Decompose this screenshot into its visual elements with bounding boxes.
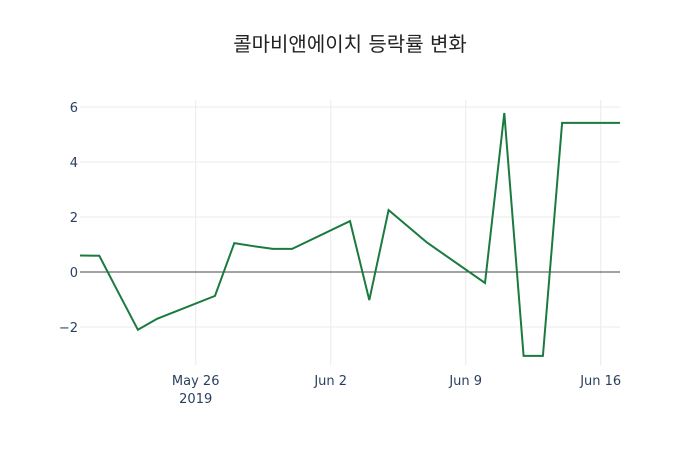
chart-title: 콜마비앤에이치 등락률 변화	[233, 32, 467, 56]
x-axis-ticks: May 26 2019 Jun 2 Jun 9 Jun 16	[172, 374, 621, 407]
gridlines	[80, 100, 620, 365]
x-tick-label: Jun 2	[313, 374, 347, 389]
y-tick-label: 0	[70, 266, 78, 281]
x-tick-label: Jun 9	[448, 374, 482, 389]
x-tick-label: Jun 16	[579, 374, 621, 389]
y-tick-label: 2	[70, 211, 78, 226]
y-axis-ticks: 6 4 2 0 −2	[59, 101, 78, 336]
x-tick-year-label: 2019	[179, 392, 212, 407]
y-tick-label: −2	[59, 321, 78, 336]
y-tick-label: 4	[70, 156, 78, 171]
y-tick-label: 6	[70, 101, 78, 116]
x-tick-label: May 26	[172, 374, 220, 389]
series-line	[79, 112, 620, 357]
